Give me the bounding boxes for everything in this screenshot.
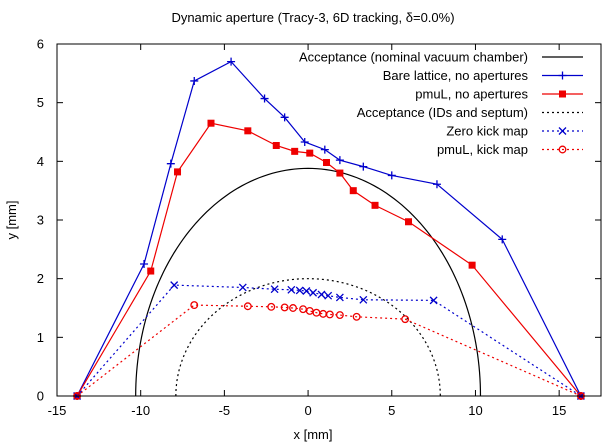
pmul-no-apertures-point [468,261,476,269]
x-tick-label: 10 [468,403,482,418]
x-axis-label: x [mm] [294,427,333,442]
bare-lattice-no-apertures-point [166,159,175,168]
pmul-no-apertures-point [322,159,330,167]
legend-entry-pmul-kick-map: pmuL, kick map [437,142,583,157]
zero-kick-map-point [324,291,333,300]
y-tick-label: 6 [37,37,44,52]
bare-lattice-no-apertures-point [260,94,269,103]
bare-lattice-no-apertures-point [190,76,199,85]
bare-lattice-no-apertures-point [300,137,309,146]
zero-kick-map-point [309,288,318,297]
pmul-no-apertures-point [207,119,215,127]
zero-kick-map-point [359,295,368,304]
legend-label: pmuL, no apertures [415,87,528,102]
legend-entry-acceptance-nominal-vacuum-chamber: Acceptance (nominal vacuum chamber) [299,50,583,65]
legend-entry-zero-kick-map: Zero kick map [446,124,583,139]
pmul-no-apertures-point [291,147,299,155]
zero-kick-map-point [295,286,304,295]
x-tick-label: -15 [48,403,67,418]
pmul-no-apertures-point [371,201,379,209]
pmul-kick-map-point [352,312,361,321]
legend-entry-pmul-no-apertures: pmuL, no apertures [415,87,583,102]
pmul-kick-map-point [335,311,344,319]
bare-lattice-no-apertures-point [387,171,396,180]
y-tick-label: 0 [37,389,44,404]
pmul-no-apertures-point [306,149,314,157]
pmul-kick-map-point [267,302,276,311]
series-pmul-no-apertures [73,119,585,400]
pmul-no-apertures-point [336,169,344,177]
zero-kick-map-point [238,283,247,292]
series-pmul-kick-map [73,301,585,400]
y-tick-label: 3 [37,213,44,228]
bare-lattice-no-apertures-point [359,162,368,171]
bare-lattice-no-apertures-point [227,57,236,66]
acceptance-ids-and-septum-line [175,278,441,397]
legend-entry-bare-lattice-no-apertures: Bare lattice, no apertures [383,68,583,83]
y-tick-label: 2 [37,271,44,286]
zero-kick-map-point [335,293,344,302]
pmul-kick-map-point [325,310,334,319]
bare-lattice-no-apertures-point [280,113,289,122]
legend-label: Acceptance (IDs and septum) [357,105,528,120]
pmul-kick-map-line [76,304,582,397]
x-tick-label: 15 [552,403,566,418]
y-axis-label: y [mm] [4,201,19,240]
y-tick-label: 4 [37,154,44,169]
pmul-no-apertures-point [405,218,413,226]
bare-lattice-no-apertures-point [432,180,441,189]
pmul-no-apertures-point [272,141,280,149]
plot-frame [56,43,602,397]
zero-kick-map-point [302,287,311,295]
acceptance-nominal-vacuum-chamber-line [135,167,482,397]
x-tick-label: 5 [388,403,395,418]
x-tick-label: -5 [219,403,231,418]
pmul-kick-map-point [243,302,252,311]
bare-lattice-no-apertures-point [335,156,344,165]
plot-area [73,57,585,400]
legend-marker [558,127,567,135]
chart-title: Dynamic aperture (Tracy-3, 6D tracking, … [171,10,454,25]
series-acceptance-ids-and-septum [175,278,441,397]
bare-lattice-no-apertures-point [498,235,507,244]
x-tick-label: -10 [131,403,150,418]
pmul-kick-map-point [289,304,297,312]
pmul-no-apertures-point [349,187,357,195]
pmul-kick-map-point [190,301,199,310]
pmul-kick-map-point [401,315,410,324]
zero-kick-map-point [429,296,438,305]
legend-label: Acceptance (nominal vacuum chamber) [299,50,528,65]
pmul-no-apertures-point [147,267,155,275]
zero-kick-map-line [76,284,582,397]
legend-marker [559,90,566,98]
series-zero-kick-map [73,281,585,400]
y-tick-label: 5 [37,95,44,110]
legend: Acceptance (nominal vacuum chamber) Bare … [299,50,583,157]
legend-entry-acceptance-ids-and-septum: Acceptance (IDs and septum) [357,105,583,120]
pmul-kick-map-point [299,305,308,314]
legend-marker [558,71,567,80]
zero-kick-map-point [287,285,296,294]
pmul-no-apertures-point [174,168,182,176]
legend-label: Zero kick map [446,124,528,139]
series-acceptance-nominal-vacuum-chamber [135,167,482,397]
x-tick-label: 0 [304,403,311,418]
zero-kick-map-point [170,281,179,290]
legend-label: pmuL, kick map [437,142,528,157]
pmul-no-apertures-point [244,127,252,135]
legend-marker [558,145,567,154]
bare-lattice-no-apertures-point [140,260,149,268]
zero-kick-map-point [317,290,326,299]
y-tick-label: 1 [37,330,44,345]
zero-kick-map-point [270,285,279,294]
pmul-kick-map-point [280,303,289,312]
legend-label: Bare lattice, no apertures [383,68,529,83]
bare-lattice-no-apertures-point [320,145,329,154]
